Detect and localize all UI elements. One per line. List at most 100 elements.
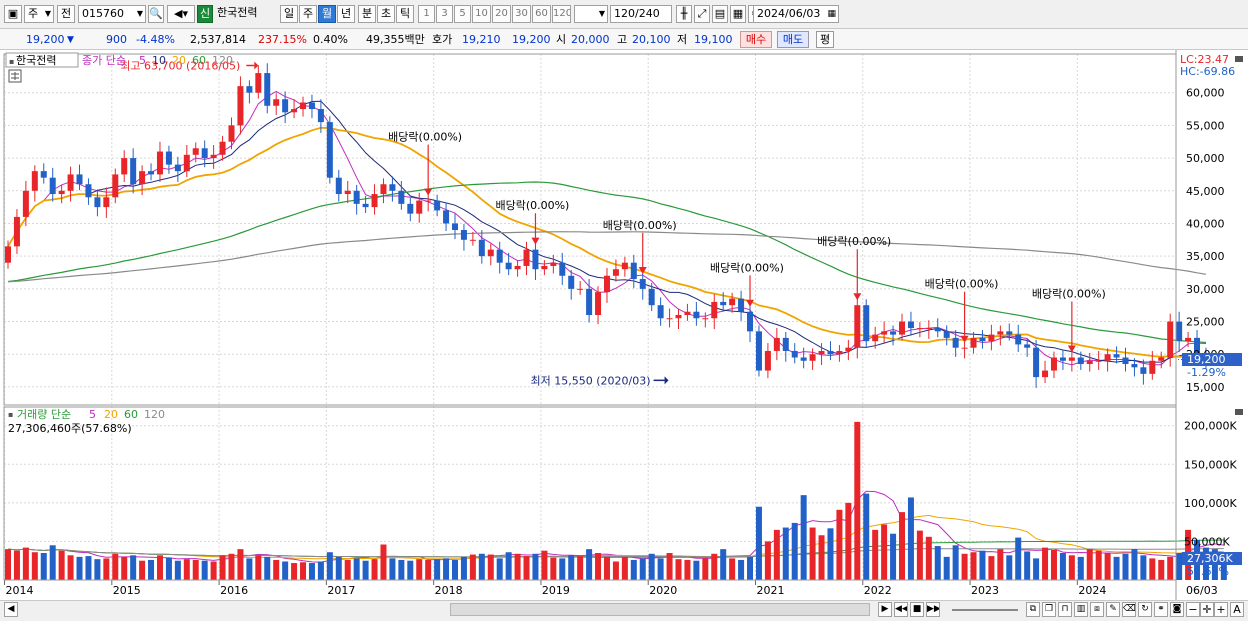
bid-label: 호가 <box>432 33 453 46</box>
price-tick-label: 50,000 <box>1186 152 1225 165</box>
volume-bar <box>183 559 190 580</box>
num-button-5[interactable]: 5 <box>454 5 471 23</box>
volume-bar <box>201 560 208 580</box>
count-input[interactable]: 120/240 <box>610 5 672 23</box>
period-second-button[interactable]: 초 <box>377 5 395 23</box>
candle-body <box>103 197 110 208</box>
candle-body <box>31 171 38 191</box>
candle-body <box>881 331 888 335</box>
search-icon[interactable]: 🔍 <box>148 5 164 23</box>
minus-icon[interactable]: − <box>1186 602 1200 617</box>
extra-select[interactable]: ▼ <box>574 5 608 23</box>
volume-bar <box>773 529 780 580</box>
last-price-pct: -1.29% <box>1187 366 1226 379</box>
pencil-icon[interactable]: ✎ <box>1106 602 1120 617</box>
volume-bar <box>103 558 110 580</box>
rewind-icon[interactable]: ◀◀ <box>894 602 908 617</box>
period-month-button[interactable]: 월 <box>318 5 336 23</box>
buy-button[interactable]: 매수 <box>740 31 772 48</box>
candle-body <box>595 292 602 315</box>
volume-bar <box>782 527 789 580</box>
period-minute-button[interactable]: 분 <box>358 5 376 23</box>
eval-button[interactable]: 평 <box>816 31 834 48</box>
forward-icon[interactable]: ▶▶ <box>926 602 940 617</box>
scroll-left-icon[interactable]: ◀ <box>4 602 18 617</box>
volume-bar <box>523 556 530 580</box>
reset-icon[interactable]: ↻ <box>1138 602 1152 617</box>
dividend-label: 배당락(0.00%) <box>710 261 784 274</box>
volume-bar <box>219 555 226 580</box>
period-day-button[interactable]: 일 <box>280 5 298 23</box>
volume-tick-label: 100,000K <box>1184 497 1237 510</box>
candle-body <box>335 177 342 195</box>
num-button-20[interactable]: 20 <box>492 5 511 23</box>
count-total: /240 <box>635 7 660 20</box>
cascade-icon[interactable]: ⧈ <box>1090 602 1104 617</box>
price-ma-20-line <box>7 126 1207 359</box>
date-input[interactable]: 2024/06/03 ▦ <box>753 5 839 23</box>
eraser-icon[interactable]: ⌫ <box>1122 602 1136 617</box>
volume-panel-close-icon[interactable] <box>1235 409 1243 415</box>
volume-bar <box>389 558 396 580</box>
link-icon[interactable]: ⚭ <box>1154 602 1168 617</box>
candle-body <box>693 311 700 319</box>
candle-body <box>1033 347 1040 378</box>
speaker-icon[interactable]: ◀▾ <box>167 5 195 23</box>
volume-bar <box>85 556 92 580</box>
legend-ma60: 60 <box>192 54 206 67</box>
zoom-slider[interactable] <box>952 609 1018 611</box>
candle-body <box>228 125 235 142</box>
volume-bar <box>532 553 539 580</box>
camera-icon[interactable]: ◙ <box>1170 602 1184 617</box>
zoom-icon[interactable]: ⤢ <box>694 5 710 23</box>
candle-icon[interactable]: ╫ <box>676 5 692 23</box>
period-year-button[interactable]: 년 <box>337 5 355 23</box>
price-panel-close-icon[interactable] <box>1235 56 1243 62</box>
window-icon[interactable]: ▣ <box>4 5 22 23</box>
volume-bar <box>595 553 602 580</box>
period-type-select[interactable]: 주 ▼ <box>24 5 54 23</box>
num-button-120[interactable]: 120 <box>552 5 571 23</box>
volume-bar <box>1113 556 1120 580</box>
x-tick-label: 2021 <box>756 584 784 597</box>
num-button-3[interactable]: 3 <box>436 5 453 23</box>
volume-bar <box>469 554 476 580</box>
sell-button[interactable]: 매도 <box>777 31 809 48</box>
candle-body <box>532 249 539 270</box>
num-button-60[interactable]: 60 <box>532 5 551 23</box>
num-button-10[interactable]: 10 <box>472 5 491 23</box>
candle-body <box>738 298 745 312</box>
plus-icon[interactable]: + <box>1214 602 1228 617</box>
prev-button[interactable]: 전 <box>57 5 75 23</box>
volume-bar <box>282 561 289 580</box>
candle-body <box>764 350 771 371</box>
volume-bar <box>416 559 423 580</box>
candle-body <box>657 305 664 319</box>
candle-body <box>398 190 405 204</box>
layout-icon[interactable]: ⧉ <box>1026 602 1040 617</box>
copy-icon[interactable]: ❐ <box>1042 602 1056 617</box>
max-price-annotation: 최고 63,700 (2016/05) <box>120 60 240 73</box>
print-icon[interactable]: ▦ <box>730 5 746 23</box>
period-tick-button[interactable]: 틱 <box>396 5 414 23</box>
stop-icon[interactable]: ■ <box>910 602 924 617</box>
num-button-30[interactable]: 30 <box>512 5 531 23</box>
price-volume-chart[interactable]: 최고 63,700 (2016/05) 최저 15,550 (2020/03) 배당… <box>0 50 1248 600</box>
shin-badge[interactable]: 신 <box>197 5 213 23</box>
num-button-1[interactable]: 1 <box>418 5 435 23</box>
volume-bar <box>165 557 172 580</box>
font-size-icon[interactable]: A <box>1230 602 1244 617</box>
scroll-thumb[interactable] <box>450 603 870 616</box>
candle-body <box>1086 360 1093 365</box>
cross-icon[interactable]: ✛ <box>1200 602 1214 617</box>
scroll-right-icon[interactable]: ▶ <box>878 602 892 617</box>
volume-bar <box>925 536 932 580</box>
low-label: 저 <box>677 33 688 46</box>
candle-body <box>1158 357 1165 361</box>
save-icon[interactable]: ▤ <box>712 5 728 23</box>
volume-bar <box>1042 547 1049 580</box>
window-split-icon[interactable]: ▥ <box>1074 602 1088 617</box>
magnet-icon[interactable]: ⊓ <box>1058 602 1072 617</box>
period-week-button[interactable]: 주 <box>299 5 317 23</box>
stock-code-input[interactable]: 015760 ▼ <box>78 5 146 23</box>
